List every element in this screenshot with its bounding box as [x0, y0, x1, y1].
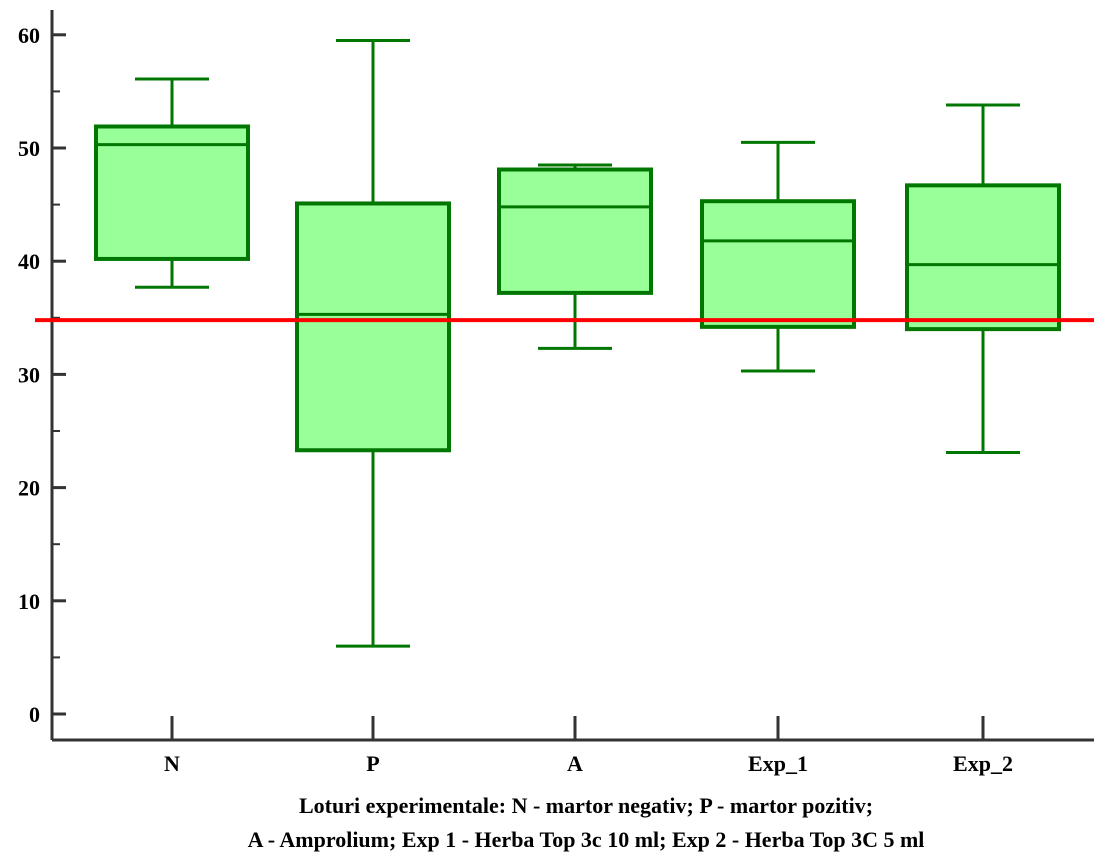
- x-category-label: N: [164, 751, 180, 776]
- iqr-box: [905, 183, 1061, 332]
- y-tick-label: 10: [18, 589, 40, 614]
- box-Exp_1: [700, 140, 856, 373]
- y-tick-label: 30: [18, 362, 40, 387]
- box-Exp_2: [905, 103, 1061, 455]
- box-N: [94, 77, 250, 289]
- x-category-label: Exp_2: [953, 751, 1013, 776]
- x-category-label: A: [567, 751, 583, 776]
- iqr-box: [497, 167, 653, 295]
- x-axis-label-line-1: Loturi experimentale: N - martor negativ…: [299, 793, 873, 818]
- boxes-group: [94, 38, 1061, 648]
- box-P: [295, 38, 451, 648]
- iqr-box: [295, 201, 451, 453]
- y-tick-label: 40: [18, 249, 40, 274]
- y-tick-label: 20: [18, 476, 40, 501]
- x-axis-label-line-2: A - Amprolium; Exp 1 - Herba Top 3c 10 m…: [248, 827, 925, 852]
- x-axis: N P A Exp_1 Exp_2: [52, 716, 1094, 776]
- y-tick-label: 50: [18, 136, 40, 161]
- y-axis: 0 10 20 30 40 50 60: [18, 10, 66, 740]
- x-category-label: P: [366, 751, 379, 776]
- y-tick-label: 0: [29, 702, 40, 727]
- y-tick-label: 60: [18, 23, 40, 48]
- box-A: [497, 163, 653, 350]
- x-category-label: Exp_1: [748, 751, 808, 776]
- iqr-box: [94, 124, 250, 261]
- iqr-box: [700, 199, 856, 329]
